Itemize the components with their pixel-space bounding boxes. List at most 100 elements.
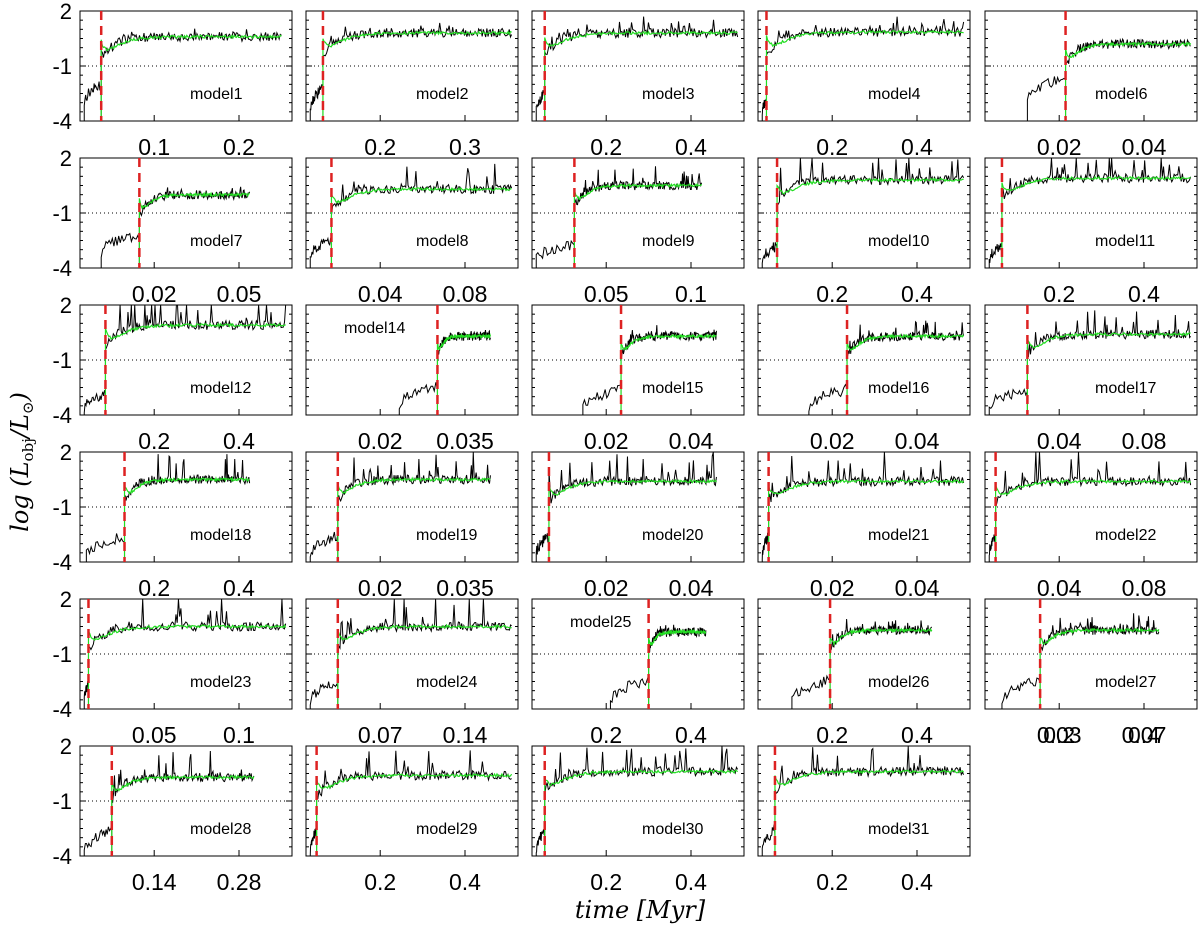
model30-label: model30: [642, 821, 703, 838]
model28-smoothed-series: [111, 774, 255, 856]
model7-ytick-label-1: -1: [52, 201, 72, 226]
model15-smoothed-series: [620, 333, 717, 415]
y-axis-title-slash: /: [6, 427, 34, 440]
model8-xtick-label-0: 0.04: [358, 281, 403, 307]
model11-pre-series: [988, 242, 1003, 268]
extra-xtick-label-0-1: 0.07: [1122, 722, 1167, 748]
model21-xtick-label-1: 0.04: [895, 575, 940, 601]
model20-pre-series: [535, 533, 550, 562]
model18-xtick-label-0: 0.2: [138, 575, 170, 601]
model28-xtick-label-0: 0.14: [132, 869, 177, 895]
model1-xtick-label-1: 0.2: [223, 134, 255, 160]
model28-pre-series: [83, 824, 113, 856]
model8-label: model8: [416, 233, 469, 250]
model25-pre-series: [609, 675, 650, 709]
y-axis-title-sub2: ⊙: [19, 402, 37, 415]
model1-pre-series: [83, 81, 102, 121]
model19-xtick-label-0: 0.02: [358, 575, 403, 601]
model31-xtick-label-1: 0.4: [901, 869, 933, 895]
model20-xtick-label-0: 0.02: [584, 575, 629, 601]
model28-ytick-label-0: 2: [60, 734, 72, 759]
model28-ytick-label-1: -1: [52, 789, 72, 814]
model16-post-series: [846, 320, 965, 415]
model16-pre-series: [808, 383, 848, 415]
model2-pre-series: [309, 84, 324, 121]
model27-xtick-label-1: 0.4: [1128, 722, 1160, 748]
model7-ytick-label-2: -4: [52, 256, 72, 281]
model15-xtick-label-0: 0.02: [584, 428, 629, 454]
model27-post-series: [1039, 613, 1160, 709]
model18-ytick-label-0: 2: [60, 440, 72, 465]
model7-smoothed-series: [138, 191, 250, 268]
model26-label: model26: [868, 674, 929, 691]
model18-ytick-label-1: -1: [52, 495, 72, 520]
model14-smoothed-series: [436, 332, 492, 415]
model22-xtick-label-0: 0.04: [1037, 575, 1082, 601]
model24-xtick-label-0: 0.07: [358, 722, 403, 748]
y-axis-title-prefix: log (: [6, 477, 34, 532]
model6-xtick-label-1: 0.04: [1122, 134, 1167, 160]
model17-smoothed-series: [1026, 331, 1191, 415]
model6-post-series: [1065, 37, 1191, 121]
model31-pre-series: [761, 824, 776, 856]
model3-label: model3: [642, 86, 695, 103]
model8-pre-series: [309, 236, 332, 268]
model19-smoothed-series: [337, 476, 491, 562]
model2-xtick-label-1: 0.3: [449, 134, 481, 160]
model15-xtick-label-1: 0.04: [669, 428, 714, 454]
model7-post-series: [138, 186, 251, 268]
model11-smoothed-series: [1001, 175, 1191, 268]
model26-xtick-label-1: 0.4: [901, 722, 933, 748]
model16-xtick-label-1: 0.04: [895, 428, 940, 454]
model25-smoothed-series: [647, 628, 707, 709]
model24-pre-series: [309, 681, 339, 709]
model17-label: model17: [1095, 380, 1156, 397]
model8-xtick-label-1: 0.08: [443, 281, 488, 307]
model30-pre-series: [535, 827, 546, 856]
model3-post-series: [544, 16, 739, 121]
model15-label: model15: [642, 380, 703, 397]
model9-label: model9: [642, 233, 695, 250]
model19-xtick-label-1: 0.035: [436, 575, 494, 601]
extra-xtick-label-0-0: 0.03: [1037, 722, 1082, 748]
model6-xtick-label-0: 0.02: [1037, 134, 1082, 160]
model9-xtick-label-1: 0.1: [675, 281, 707, 307]
model23-pre-series: [83, 681, 89, 709]
model31-xtick-label-0: 0.2: [816, 869, 848, 895]
model12-smoothed-series: [104, 322, 286, 415]
model7-xtick-label-0: 0.02: [132, 281, 177, 307]
model25-xtick-label-1: 0.4: [675, 722, 707, 748]
model10-xtick-label-0: 0.2: [816, 281, 848, 307]
model18-label: model18: [190, 527, 251, 544]
model30-post-series: [544, 745, 739, 856]
model20-xtick-label-1: 0.04: [669, 575, 714, 601]
model24-xtick-label-1: 0.14: [443, 722, 488, 748]
model2-smoothed-series: [322, 30, 512, 121]
model1-ytick-label-1: -1: [52, 54, 72, 79]
model21-xtick-label-0: 0.02: [810, 575, 855, 601]
model29-post-series: [316, 750, 512, 856]
model12-xtick-label-1: 0.4: [223, 428, 255, 454]
model29-smoothed-series: [316, 772, 513, 856]
model30-xtick-label-1: 0.4: [675, 869, 707, 895]
model11-xtick-label-0: 0.2: [1043, 281, 1075, 307]
model14-xtick-label-0: 0.02: [358, 428, 403, 454]
model18-ytick-label-2: -4: [52, 550, 72, 575]
model27-smoothed-series: [1039, 627, 1160, 709]
model22-label: model22: [1095, 527, 1156, 544]
model25-label: model25: [570, 614, 631, 631]
model28-label: model28: [190, 821, 251, 838]
model17-xtick-label-1: 0.08: [1122, 428, 1167, 454]
model3-xtick-label-1: 0.4: [675, 134, 707, 160]
model14-post-series: [436, 329, 491, 415]
model7-pre-series: [100, 232, 140, 268]
model30-smoothed-series: [544, 769, 739, 856]
model31-post-series: [774, 746, 965, 856]
model17-pre-series: [988, 387, 1028, 415]
model29-xtick-label-0: 0.2: [364, 869, 396, 895]
model11-post-series: [1001, 157, 1192, 268]
model28-post-series: [111, 750, 255, 856]
model3-pre-series: [535, 88, 546, 121]
model21-label: model21: [868, 527, 929, 544]
